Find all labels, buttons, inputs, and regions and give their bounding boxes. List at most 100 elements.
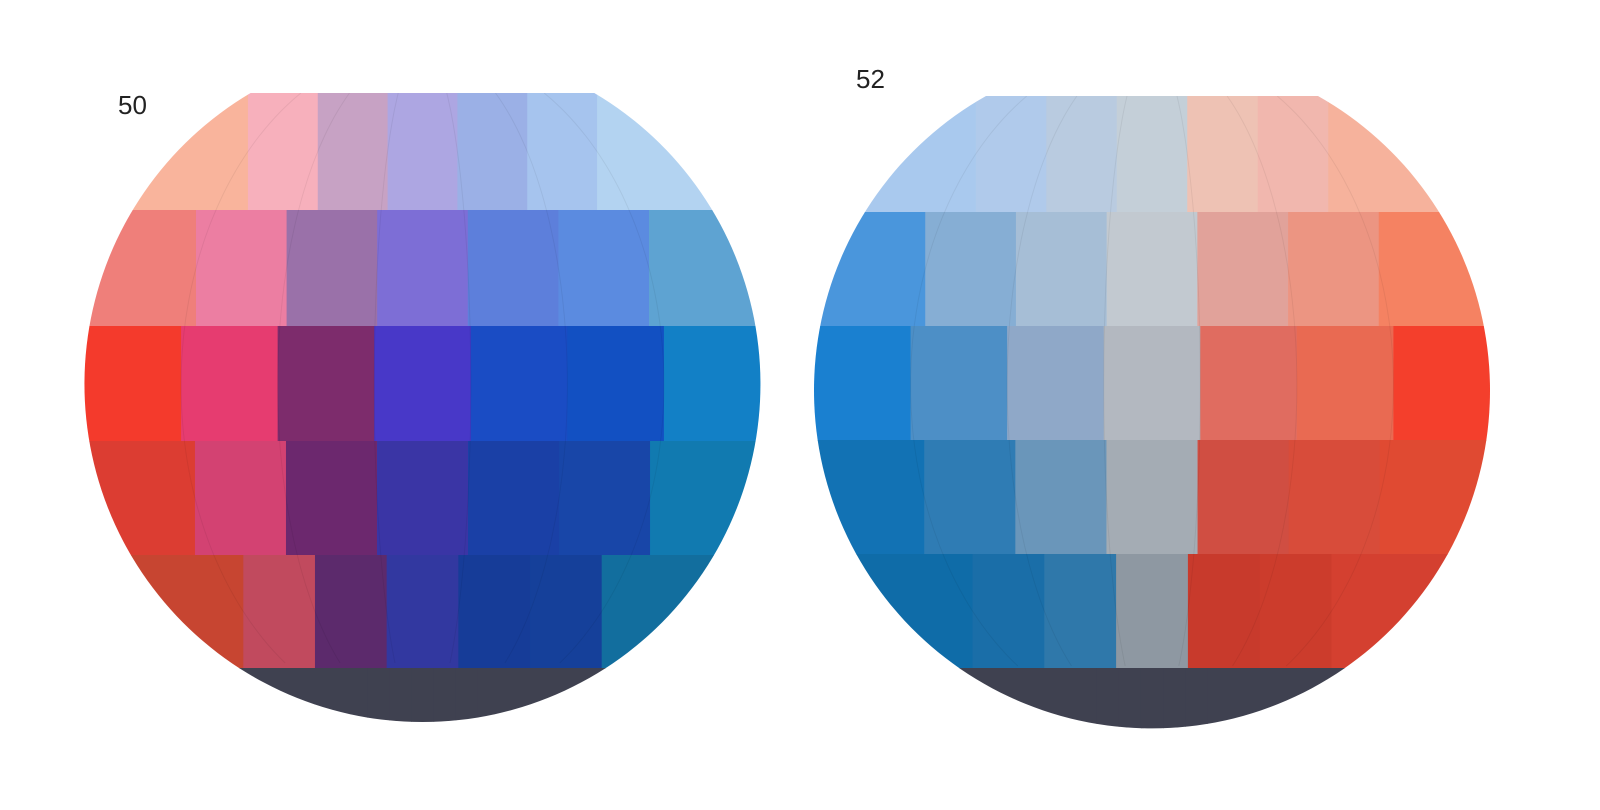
color-swatch-r4-c6 — [601, 555, 761, 669]
color-swatch-r0-c1 — [975, 96, 1047, 213]
meridian-line — [495, 93, 568, 664]
color-swatch-r5-c6 — [1207, 668, 1490, 729]
color-swatch-r2-c3 — [374, 326, 472, 442]
color-swatch-r0-c0 — [84, 93, 249, 211]
color-swatch-r5-c1 — [1096, 668, 1120, 729]
meridian-line — [543, 93, 665, 664]
color-swatch-r1-c0 — [84, 210, 197, 327]
meridian-line — [1226, 96, 1298, 667]
color-swatch-r0-c0 — [814, 96, 977, 213]
color-swatch-r2-c0 — [84, 326, 182, 442]
color-swatch-r5-c3 — [411, 668, 435, 723]
color-swatch-r3-c2 — [285, 441, 378, 556]
meridian-line — [373, 93, 399, 664]
color-swatch-r0-c2 — [317, 93, 389, 211]
color-swatch-r0-c4 — [457, 93, 528, 211]
color-swatch-r1-c4 — [1197, 212, 1289, 327]
color-swatch-r3-c0 — [814, 440, 925, 555]
color-swatch-r5-c1 — [367, 668, 390, 723]
color-swatch-r0-c4 — [1187, 96, 1259, 213]
color-swatch-r1-c2 — [286, 210, 378, 327]
color-swatch-r1-c2 — [1015, 212, 1108, 327]
meridian-line — [1276, 96, 1394, 667]
color-swatch-r1-c1 — [195, 210, 288, 327]
color-swatch-r2-c6 — [1393, 326, 1490, 441]
color-swatch-r4-c1 — [972, 554, 1045, 669]
color-swatch-r3-c0 — [84, 441, 196, 556]
color-swatch-r3-c3 — [376, 441, 469, 556]
color-swatch-r0-c5 — [1257, 96, 1329, 213]
color-swatch-r2-c4 — [1200, 326, 1298, 441]
meridian-line — [1006, 96, 1078, 667]
color-swatch-r4-c2 — [314, 555, 388, 669]
color-swatch-r2-c5 — [567, 326, 665, 442]
color-swatch-r0-c3 — [1116, 96, 1188, 213]
meridian-line — [910, 96, 1028, 667]
color-swatch-r3-c6 — [1379, 440, 1490, 555]
color-sphere-right — [814, 96, 1490, 729]
color-swatch-r5-c2 — [389, 668, 413, 723]
color-swatch-r4-c5 — [1259, 554, 1333, 669]
plate-number-50: 50 — [118, 90, 147, 120]
color-swatch-r1-c4 — [467, 210, 560, 327]
color-swatch-r5-c2 — [1118, 668, 1142, 729]
color-swatch-r4-c2 — [1044, 554, 1117, 669]
color-swatch-r4-c0 — [84, 555, 244, 669]
color-swatch-r4-c1 — [243, 555, 316, 669]
color-swatch-r0-c2 — [1046, 96, 1118, 213]
color-swatch-r5-c4 — [433, 668, 457, 723]
color-swatch-r3-c4 — [1197, 440, 1290, 555]
color-swatch-r5-c4 — [1163, 668, 1186, 729]
meridian-line — [1176, 96, 1201, 667]
color-swatch-r3-c5 — [1288, 440, 1381, 555]
color-swatch-r3-c6 — [650, 441, 761, 556]
color-swatch-r2-c1 — [910, 326, 1008, 441]
color-swatch-r5-c5 — [1185, 668, 1208, 729]
color-swatch-r5-c6 — [477, 668, 761, 723]
color-swatch-r4-c3 — [1116, 554, 1189, 669]
color-swatch-r4-c6 — [1331, 554, 1490, 669]
color-swatch-r3-c1 — [194, 441, 287, 556]
color-swatch-r4-c3 — [386, 555, 459, 669]
color-swatch-r2-c0 — [814, 326, 912, 441]
meridian-line — [180, 93, 302, 664]
color-swatch-r3-c2 — [1015, 440, 1108, 555]
color-swatch-r5-c0 — [84, 668, 368, 723]
color-swatch-r5-c3 — [1140, 668, 1164, 729]
color-swatch-r2-c2 — [1007, 326, 1105, 441]
color-swatch-r0-c5 — [527, 93, 598, 211]
meridian-line — [1103, 96, 1128, 667]
color-swatch-r0-c6 — [1328, 96, 1490, 213]
meridian-line — [277, 93, 350, 664]
color-swatch-r2-c6 — [663, 326, 761, 442]
color-swatch-r2-c4 — [470, 326, 568, 442]
color-swatch-r3-c4 — [468, 441, 560, 556]
plate-number-52: 52 — [856, 64, 885, 94]
color-sphere-left — [84, 93, 761, 723]
color-swatch-r0-c3 — [387, 93, 459, 211]
color-swatch-r2-c5 — [1296, 326, 1395, 441]
color-swatch-r1-c3 — [1106, 212, 1198, 327]
color-swatch-r5-c0 — [814, 668, 1098, 729]
color-swatch-r4-c4 — [458, 555, 531, 669]
color-swatch-r5-c5 — [455, 668, 479, 723]
color-swatch-r4-c0 — [814, 554, 974, 669]
color-swatch-r1-c3 — [377, 210, 469, 327]
color-swatch-r1-c5 — [558, 210, 650, 327]
color-swatch-r4-c5 — [530, 555, 603, 669]
color-swatch-r1-c6 — [649, 210, 761, 327]
color-swatch-r2-c2 — [277, 326, 375, 442]
color-swatch-r2-c3 — [1103, 326, 1201, 441]
color-swatch-r1-c0 — [814, 212, 926, 327]
color-swatch-r4-c4 — [1187, 554, 1261, 669]
color-swatch-r2-c1 — [181, 326, 279, 442]
color-swatch-r0-c1 — [247, 93, 319, 211]
color-swatch-r3-c1 — [924, 440, 1016, 555]
color-swatch-r1-c5 — [1288, 212, 1380, 327]
color-swatch-r3-c5 — [559, 441, 651, 556]
color-swatch-r1-c6 — [1378, 212, 1490, 327]
meridian-line — [446, 93, 472, 664]
color-swatch-r3-c3 — [1106, 440, 1199, 555]
color-swatch-r1-c1 — [925, 212, 1017, 327]
